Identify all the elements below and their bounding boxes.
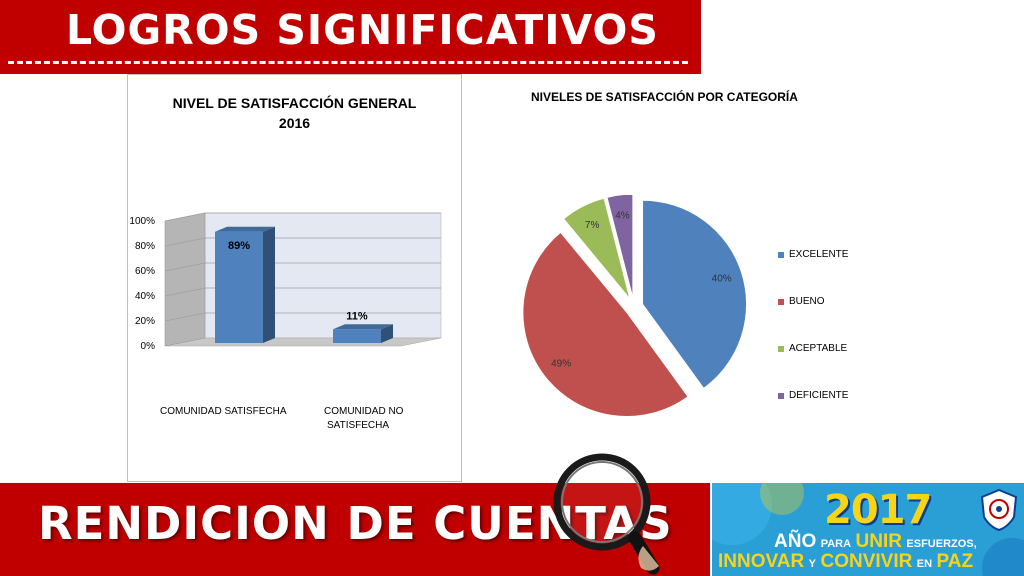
legend-label: ACEPTABLE [789,343,848,354]
logo-word: CONVIVIR [820,551,913,572]
bar-y-tick-label: 80% [135,241,155,252]
pie-slice [562,197,631,300]
bar-top [333,324,393,330]
bar-category-label-line: SATISFECHA [327,420,390,431]
bar-chart: 0% 20% 40% 60% 80% 100% 89% 11% [129,212,442,352]
emblem-icon [980,489,1018,531]
pie-slice [642,199,748,390]
bar-chart-side-wall [164,212,206,347]
bar-category-label: COMUNIDAD SATISFECHA [160,405,287,419]
logo-year: 2017 [824,487,932,533]
pie-slice [522,231,689,417]
logo-word: INNOVAR [718,551,805,572]
logo-word: EN [916,558,933,570]
logo-background [712,483,1024,576]
logo-word: ESFUERZOS, [906,538,977,550]
bar-y-tick-label: 20% [135,316,155,327]
legend-swatch [778,252,784,258]
bar-chart-title-line1: NIVEL DE SATISFACCIÓN GENERAL [172,95,417,111]
bar-gridline [164,312,206,322]
bar-gridline [164,237,206,247]
page-title: LOGROS SIGNIFICATIVOS [66,6,659,54]
bar-y-tick-label: 60% [135,266,155,277]
pie-chart-title: NIVELES DE SATISFACCIÓN POR CATEGORÍA [531,90,798,104]
bar-side [381,324,393,343]
logo-word: AÑO [774,531,817,552]
bar-chart-floor [164,337,442,347]
pie-data-label: 7% [585,220,600,231]
bar-y-tick-label: 100% [129,216,155,227]
pie-slice [606,195,634,299]
bar-data-label: 11% [346,310,368,322]
logo-slogan-line1: AÑO PARA UNIR ESFUERZOS, [774,531,977,553]
bar-category-label-line: COMUNIDAD SATISFECHA [160,406,287,417]
logo-slogan-line2: INNOVAR Y CONVIVIR EN PAZ [718,551,973,573]
legend-label: BUENO [789,296,825,307]
legend-swatch [778,393,784,399]
bar-front [333,329,381,343]
pie-data-label: 40% [712,274,732,285]
bar-side [263,226,275,343]
year-slogan-logo: 2017 AÑO PARA UNIR ESFUERZOS, INNOVAR Y … [712,483,1024,576]
bar-y-tick-label: 40% [135,291,155,302]
bar-gridline [164,212,206,222]
legend-swatch [778,299,784,305]
logo-word: PARA [820,538,852,550]
bar-chart-title: NIVEL DE SATISFACCIÓN GENERAL 2016 [128,93,461,133]
legend-label: EXCELENTE [789,249,849,260]
pie-data-label: 49% [551,359,571,370]
bar-category-label: COMUNIDAD NO SATISFECHA [324,405,403,433]
logo-word: PAZ [936,551,974,572]
footer-banner [0,483,710,576]
bar-front [215,231,263,343]
bar-data-label: 89% [228,240,250,252]
bar-y-tick-label: 0% [141,341,156,352]
pie-data-label: 4% [615,211,630,222]
bar-gridline [164,262,206,272]
legend-swatch [778,346,784,352]
bar-top [215,226,275,232]
bar-category-label-line: COMUNIDAD NO [324,406,404,417]
logo-word: Y [808,558,817,570]
logo-word: UNIR [855,531,902,552]
pie-chart: 40% 49% 7% 4% [522,195,748,417]
bar-chart-panel: NIVEL DE SATISFACCIÓN GENERAL 2016 0% 20%… [127,74,462,482]
title-dash-divider [8,61,688,64]
bar-chart-title-line2: 2016 [278,115,311,131]
magnifier-icon [553,453,660,575]
legend-label: DEFICIENTE [789,390,849,401]
bar-gridline [164,287,206,297]
